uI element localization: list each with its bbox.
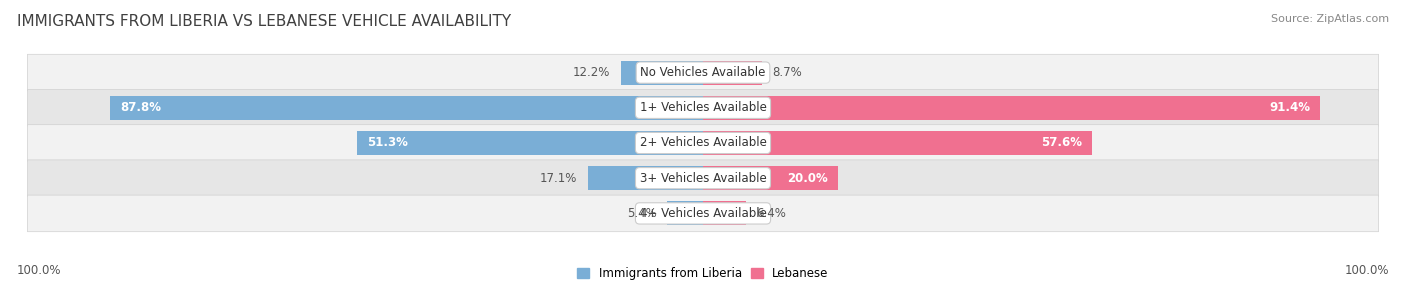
Bar (703, 96, 1320, 120)
Bar (110, 96, 703, 120)
FancyBboxPatch shape (28, 54, 1378, 91)
Text: 87.8%: 87.8% (120, 101, 162, 114)
Text: 4+ Vehicles Available: 4+ Vehicles Available (640, 207, 766, 220)
Text: No Vehicles Available: No Vehicles Available (640, 66, 766, 79)
Text: 20.0%: 20.0% (787, 172, 828, 185)
Bar (357, 131, 703, 155)
Bar (666, 201, 703, 225)
Text: 1+ Vehicles Available: 1+ Vehicles Available (640, 101, 766, 114)
Text: 100.0%: 100.0% (1344, 265, 1389, 277)
Bar (620, 61, 703, 85)
Text: 91.4%: 91.4% (1270, 101, 1310, 114)
Text: 3+ Vehicles Available: 3+ Vehicles Available (640, 172, 766, 185)
Text: 57.6%: 57.6% (1040, 136, 1083, 150)
Text: 2+ Vehicles Available: 2+ Vehicles Available (640, 136, 766, 150)
Legend: Immigrants from Liberia, Lebanese: Immigrants from Liberia, Lebanese (578, 267, 828, 280)
Text: 5.4%: 5.4% (627, 207, 657, 220)
FancyBboxPatch shape (28, 90, 1378, 126)
FancyBboxPatch shape (28, 195, 1378, 232)
Text: 6.4%: 6.4% (756, 207, 786, 220)
Bar (703, 201, 747, 225)
Bar (703, 131, 1092, 155)
Bar (588, 166, 703, 190)
Text: 51.3%: 51.3% (367, 136, 408, 150)
Text: 100.0%: 100.0% (17, 265, 62, 277)
FancyBboxPatch shape (28, 160, 1378, 196)
Bar (703, 61, 762, 85)
FancyBboxPatch shape (28, 125, 1378, 161)
Text: 12.2%: 12.2% (574, 66, 610, 79)
Text: Source: ZipAtlas.com: Source: ZipAtlas.com (1271, 14, 1389, 24)
Text: IMMIGRANTS FROM LIBERIA VS LEBANESE VEHICLE AVAILABILITY: IMMIGRANTS FROM LIBERIA VS LEBANESE VEHI… (17, 14, 510, 29)
Bar (703, 166, 838, 190)
Text: 8.7%: 8.7% (772, 66, 801, 79)
Text: 17.1%: 17.1% (540, 172, 578, 185)
